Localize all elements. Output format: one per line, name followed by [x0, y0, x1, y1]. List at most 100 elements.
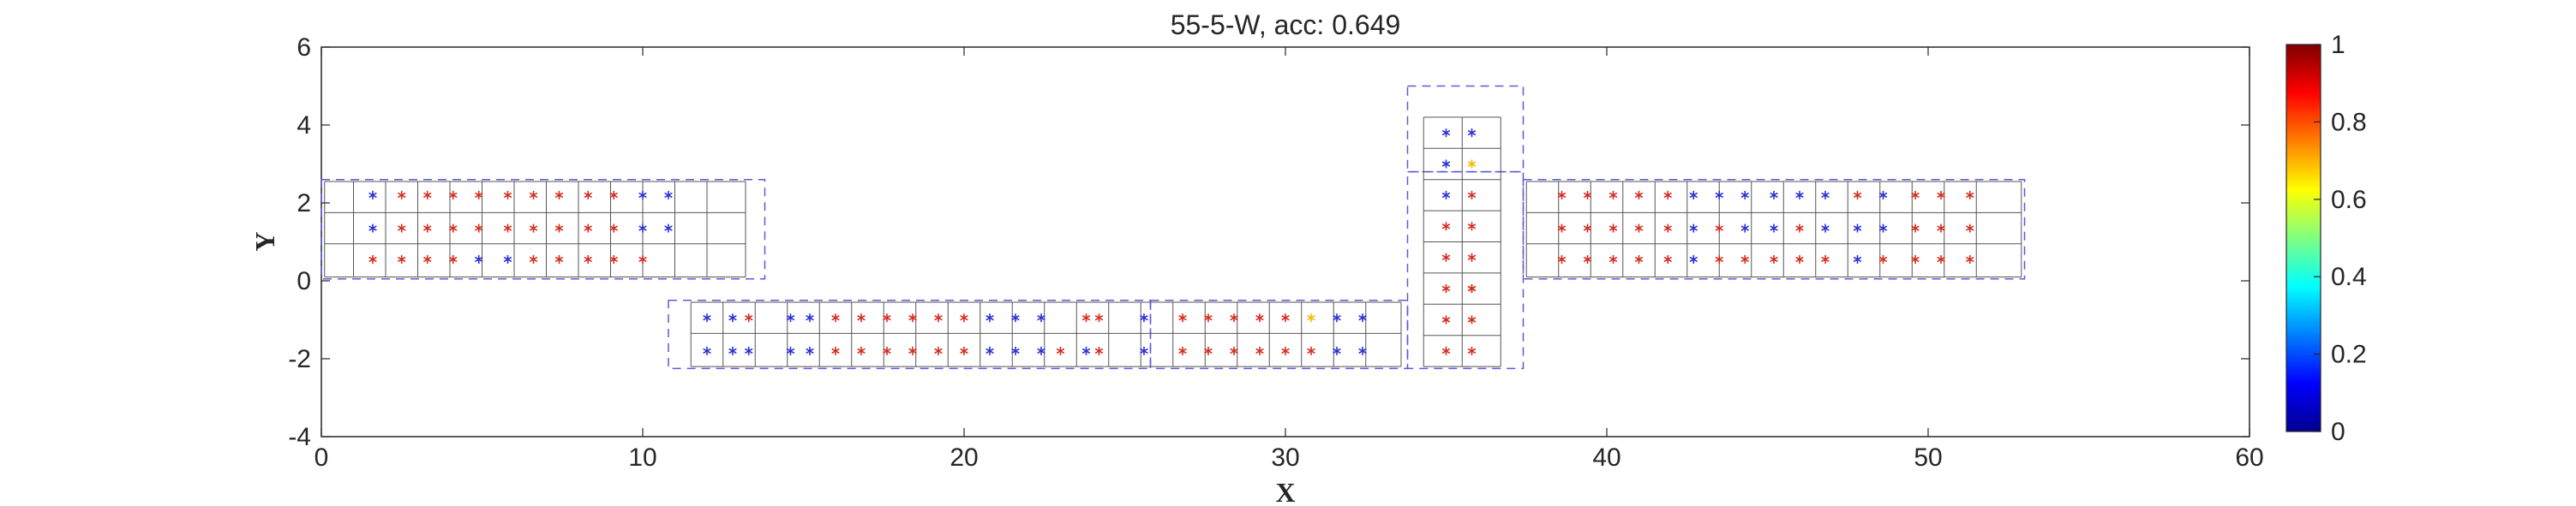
data-point	[503, 223, 512, 233]
x-tick-label: 30	[1271, 443, 1299, 472]
data-point	[529, 254, 538, 264]
data-point	[584, 190, 592, 199]
data-point	[1140, 313, 1148, 323]
data-point	[1204, 346, 1213, 355]
data-point	[1467, 159, 1477, 169]
data-point	[503, 190, 512, 199]
data-point	[1966, 190, 1974, 199]
data-point	[831, 346, 840, 355]
data-point	[1056, 346, 1065, 355]
x-tick-label: 50	[1914, 443, 1942, 472]
data-point	[449, 254, 458, 264]
data-point	[1358, 313, 1367, 323]
chart-title: 55-5-W, acc: 0.649	[1171, 9, 1401, 40]
data-point	[1441, 284, 1451, 294]
data-point	[1583, 190, 1592, 199]
y-tick-label: -4	[288, 423, 311, 451]
data-point	[806, 313, 814, 323]
data-point	[1663, 190, 1672, 199]
data-point	[1770, 190, 1778, 199]
data-point	[1966, 254, 1974, 264]
data-point	[554, 190, 564, 199]
data-point	[1609, 254, 1618, 264]
region-outline	[1406, 170, 1525, 370]
data-point	[449, 223, 458, 233]
data-point	[703, 346, 711, 355]
region-outline	[1522, 178, 2026, 280]
axis-ticks: 0 10 20 30 40 50 60 -4 -2 0 2 4 6	[288, 33, 2263, 472]
data-point	[1178, 313, 1187, 323]
data-point	[1740, 223, 1749, 233]
data-point	[857, 346, 866, 355]
data-point	[1911, 254, 1920, 264]
data-point	[449, 190, 458, 199]
data-point	[1467, 190, 1477, 199]
colorbar-ticks: 0 0.2 0.4 0.6 0.8 1	[2314, 31, 2367, 446]
x-tick-label: 60	[2235, 443, 2263, 472]
data-point	[1937, 254, 1945, 264]
x-tick-label: 40	[1592, 443, 1620, 472]
data-point	[1770, 254, 1778, 264]
data-point	[1609, 223, 1618, 233]
data-point	[908, 313, 917, 323]
data-point	[1770, 223, 1778, 233]
data-point	[1467, 253, 1477, 262]
data-point	[1557, 254, 1567, 264]
data-point	[475, 190, 483, 199]
data-point	[423, 223, 432, 233]
data-point	[1333, 313, 1341, 323]
y-tick-label: 6	[297, 33, 311, 62]
data-point	[1467, 284, 1477, 294]
data-point	[1715, 190, 1723, 199]
colorbar-tick-label: 0.4	[2331, 263, 2367, 291]
data-point	[1441, 128, 1451, 138]
data-point	[1821, 190, 1830, 199]
data-point	[806, 346, 814, 355]
data-point	[1230, 313, 1238, 323]
data-point	[1230, 346, 1238, 355]
data-point	[1557, 190, 1567, 199]
data-point	[1467, 315, 1477, 324]
data-point	[1281, 346, 1290, 355]
data-point	[1467, 222, 1477, 231]
data-point	[1281, 313, 1290, 323]
data-point	[664, 223, 673, 233]
data-point	[584, 223, 592, 233]
data-point	[1821, 254, 1830, 264]
data-point	[1795, 254, 1804, 264]
data-point	[1937, 223, 1945, 233]
data-point	[985, 346, 994, 355]
colorbar-tick-label: 0.6	[2331, 186, 2367, 214]
data-point	[638, 223, 647, 233]
data-point	[1878, 190, 1888, 199]
data-point	[554, 254, 564, 264]
data-point	[1094, 346, 1104, 355]
data-point	[423, 254, 432, 264]
data-point	[398, 223, 406, 233]
data-point	[1740, 254, 1749, 264]
data-point	[1911, 190, 1920, 199]
colorbar	[2285, 44, 2321, 432]
data-point	[554, 223, 564, 233]
data-point	[745, 313, 753, 323]
data-point	[1557, 223, 1567, 233]
data-point	[1878, 254, 1888, 264]
y-tick-label: 4	[297, 111, 311, 140]
data-point	[1634, 223, 1644, 233]
data-point	[1878, 223, 1888, 233]
data-point	[857, 313, 866, 323]
colorbar-tick-label: 0.2	[2331, 341, 2367, 369]
data-point	[1307, 313, 1315, 323]
data-point	[1795, 190, 1804, 199]
region-outline	[321, 178, 766, 280]
data-point	[1011, 346, 1020, 355]
data-points	[368, 128, 1974, 355]
data-point	[1853, 254, 1862, 264]
data-point	[1307, 346, 1315, 355]
data-point	[475, 254, 483, 264]
data-point	[786, 346, 795, 355]
data-point	[934, 313, 943, 323]
data-point	[398, 254, 406, 264]
data-point	[960, 346, 968, 355]
